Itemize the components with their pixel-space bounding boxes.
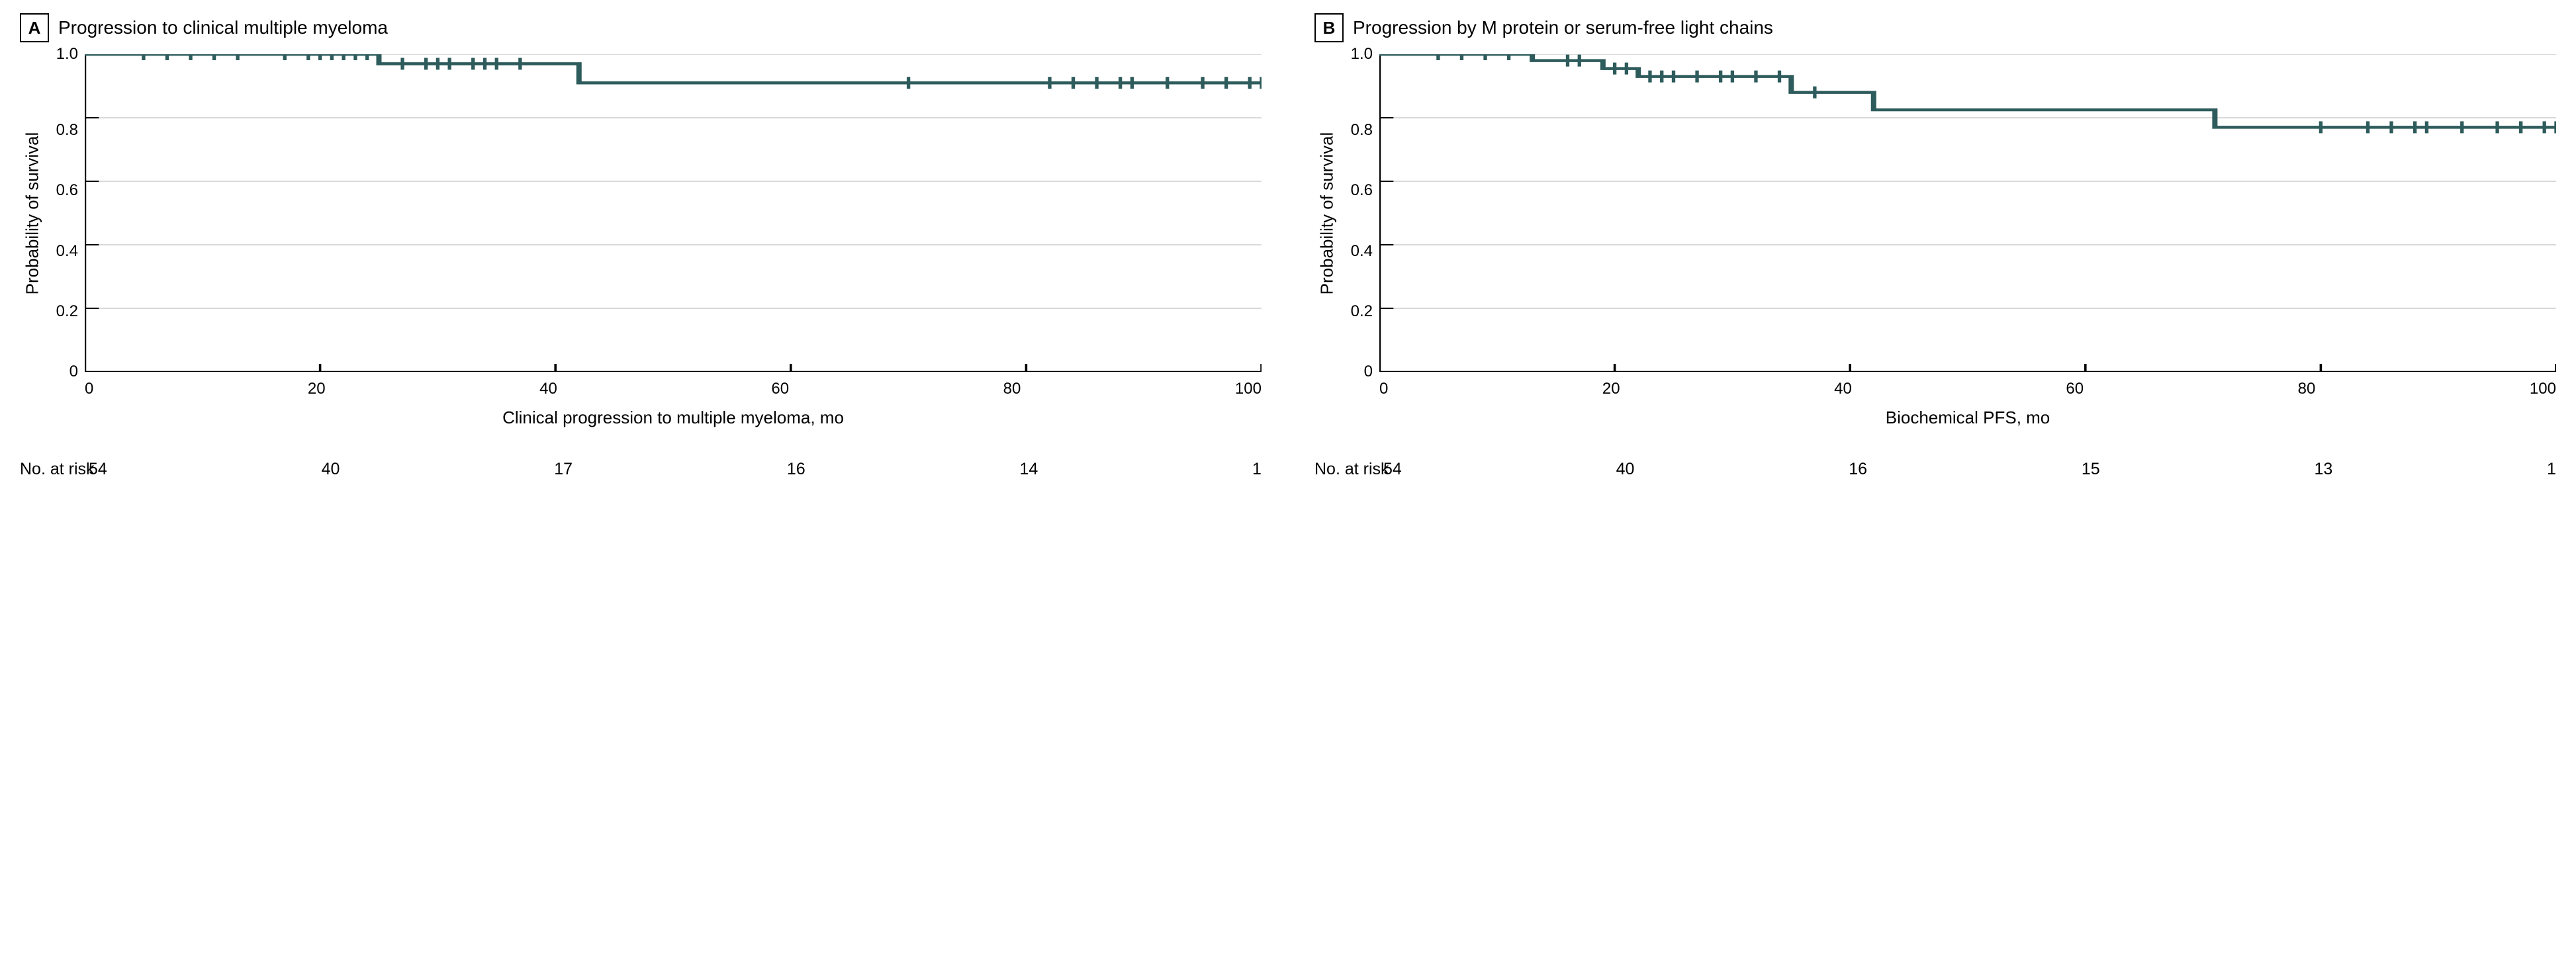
- plot-area: [85, 54, 1262, 372]
- x-tick-label: 0: [1379, 380, 1388, 398]
- y-tick-label: 0.4: [1340, 243, 1373, 259]
- x-axis-label: Clinical progression to multiple myeloma…: [85, 408, 1262, 428]
- panel-title: Progression by M protein or serum-free l…: [1353, 17, 1773, 38]
- km-chart-svg: [1379, 54, 2556, 372]
- y-tick-label: 0.6: [45, 183, 78, 198]
- x-tick-label: 100: [1235, 380, 1262, 398]
- chart-row: Probability of survival1.00.80.60.40.20: [1314, 54, 2556, 372]
- x-tick-label: 100: [2530, 380, 2556, 398]
- panel-header: B Progression by M protein or serum-free …: [1314, 13, 2556, 42]
- panel-letter: A: [20, 13, 49, 42]
- km-chart-svg: [85, 54, 1262, 372]
- chart-row: Probability of survival1.00.80.60.40.20: [20, 54, 1262, 372]
- panel-header: A Progression to clinical multiple myelom…: [20, 13, 1262, 42]
- y-tick-label: 1.0: [45, 46, 78, 62]
- x-tick-label: 20: [308, 380, 326, 398]
- x-tick-label: 0: [85, 380, 93, 398]
- y-tick-label: 0: [1340, 364, 1373, 380]
- y-tick-label: 0.4: [45, 243, 78, 259]
- x-tick-label: 80: [1003, 380, 1021, 398]
- km-curve: [85, 54, 1262, 83]
- y-axis-label: Probability of survival: [23, 132, 43, 294]
- no-at-risk-value: 15: [2082, 460, 2100, 479]
- no-at-risk-row: No. at risk54 40 16 15 13 1: [1314, 460, 2556, 479]
- y-tick-label: 0.8: [45, 122, 78, 138]
- no-at-risk-value: 16: [787, 460, 805, 479]
- no-at-risk-values: 54 40 16 15 13 1: [1383, 460, 2556, 479]
- no-at-risk-value: 16: [1849, 460, 1867, 479]
- x-tick-label: 60: [2066, 380, 2084, 398]
- no-at-risk-values: 54 40 17 16 14 1: [89, 460, 1262, 479]
- no-at-risk-value: 40: [1616, 460, 1635, 479]
- y-tick-label: 0: [45, 364, 78, 380]
- no-at-risk-row: No. at risk54 40 17 16 14 1: [20, 460, 1262, 479]
- y-axis-label: Probability of survival: [1317, 132, 1338, 294]
- no-at-risk-value: 54: [89, 460, 107, 479]
- km-curve: [1379, 54, 2556, 127]
- y-tick-label: 1.0: [1340, 46, 1373, 62]
- y-tick-label: 0.2: [1340, 304, 1373, 320]
- y-ticks: 1.00.80.60.40.20: [1340, 54, 1379, 372]
- panel-b: B Progression by M protein or serum-free …: [1314, 13, 2556, 479]
- no-at-risk-label: No. at risk: [20, 460, 85, 479]
- x-ticks: 0 20 40 60 80 100: [1379, 380, 2556, 398]
- y-tick-label: 0.6: [1340, 183, 1373, 198]
- panel-a: A Progression to clinical multiple myelom…: [20, 13, 1262, 479]
- plot-area: [1379, 54, 2556, 372]
- no-at-risk-value: 1: [2547, 460, 2556, 479]
- x-ticks-row: 0 20 40 60 80 100: [20, 380, 1262, 398]
- no-at-risk-value: 1: [1252, 460, 1262, 479]
- no-at-risk-value: 54: [1383, 460, 1402, 479]
- no-at-risk-value: 13: [2314, 460, 2332, 479]
- no-at-risk-value: 14: [1019, 460, 1038, 479]
- y-tick-label: 0.8: [1340, 122, 1373, 138]
- panel-letter: B: [1314, 13, 1344, 42]
- x-tick-label: 40: [539, 380, 557, 398]
- x-ticks-row: 0 20 40 60 80 100: [1314, 380, 2556, 398]
- x-tick-label: 40: [1834, 380, 1852, 398]
- x-tick-label: 20: [1602, 380, 1620, 398]
- x-tick-label: 60: [771, 380, 789, 398]
- no-at-risk-value: 40: [322, 460, 340, 479]
- y-tick-label: 0.2: [45, 304, 78, 320]
- x-ticks: 0 20 40 60 80 100: [85, 380, 1262, 398]
- panel-title: Progression to clinical multiple myeloma: [58, 17, 388, 38]
- no-at-risk-label: No. at risk: [1314, 460, 1379, 479]
- x-axis-label: Biochemical PFS, mo: [1379, 408, 2556, 428]
- y-ticks: 1.00.80.60.40.20: [45, 54, 85, 372]
- x-tick-label: 80: [2298, 380, 2316, 398]
- no-at-risk-value: 17: [554, 460, 573, 479]
